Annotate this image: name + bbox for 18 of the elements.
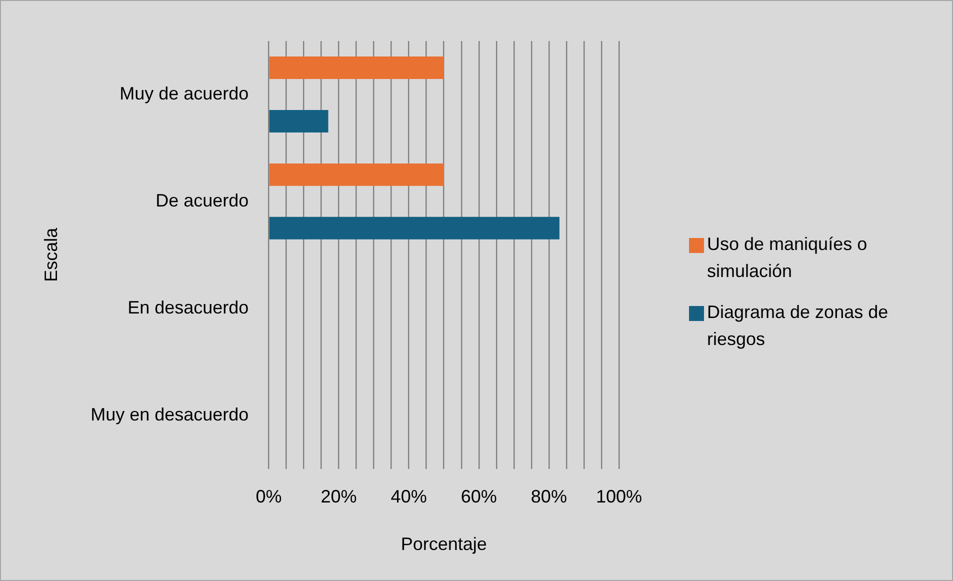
legend-label: Uso de maniquíes o simulación	[707, 233, 868, 283]
bar	[269, 163, 444, 186]
x-tick-label: 0%	[256, 486, 282, 507]
x-axis-title: Porcentaje	[400, 534, 487, 554]
y-axis-title: Escala	[40, 226, 61, 282]
x-tick-label: 80%	[530, 486, 567, 507]
x-tick-label: 60%	[460, 486, 497, 507]
y-tick-label: De acuerdo	[156, 190, 249, 210]
bar	[269, 216, 560, 240]
legend-label: Diagrama de zonas de riesgos	[707, 301, 890, 351]
y-tick-label: Muy en desacuerdo	[90, 404, 249, 424]
x-tick-label: 20%	[320, 486, 357, 507]
bar	[269, 110, 328, 132]
bar	[269, 56, 444, 79]
y-tick-label: En desacuerdo	[128, 297, 249, 318]
y-tick-label: Muy de acuerdo	[120, 83, 249, 104]
x-tick-label: 100%	[596, 486, 642, 507]
x-tick-label: 40%	[390, 486, 427, 507]
